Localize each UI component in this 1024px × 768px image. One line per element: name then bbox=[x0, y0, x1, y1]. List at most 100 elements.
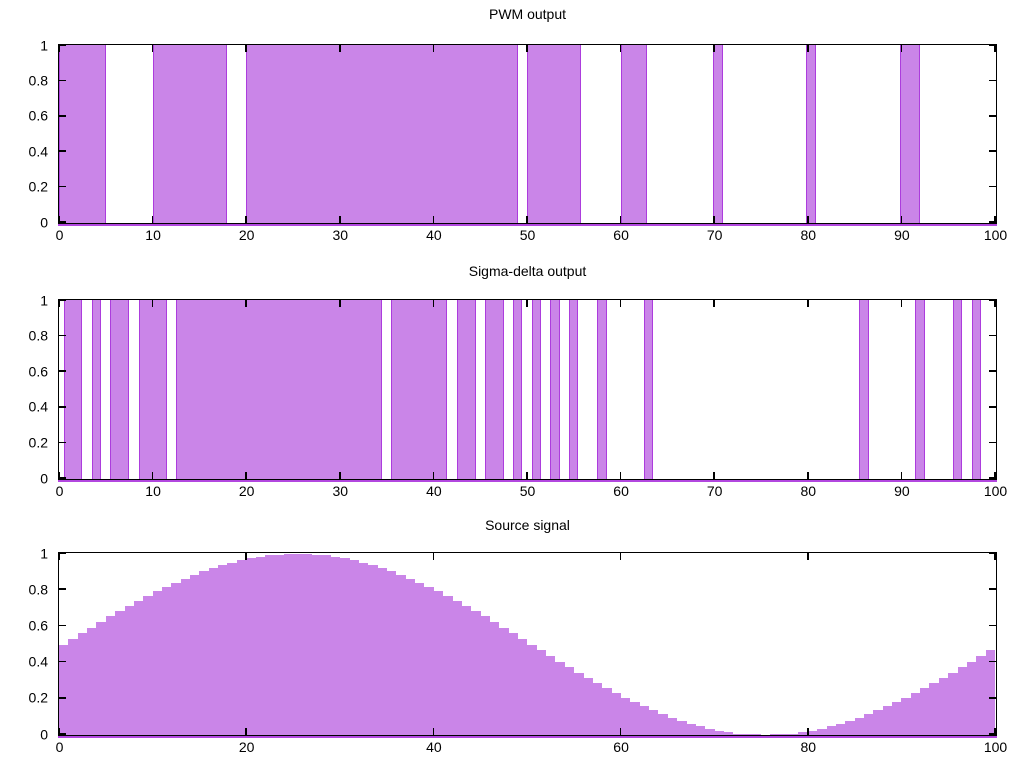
source-signal-step-bar bbox=[386, 571, 397, 735]
x-tick-mark bbox=[619, 472, 622, 479]
source-signal-step-bar bbox=[714, 730, 724, 735]
x-tick-mark bbox=[432, 553, 435, 560]
source-signal-step-bar bbox=[461, 605, 472, 735]
source-signal-step-bar bbox=[77, 633, 88, 735]
source-signal-step-bar bbox=[87, 627, 97, 735]
sigma-delta-pulse-bar bbox=[597, 300, 607, 479]
source-signal-step-bar bbox=[676, 720, 687, 735]
source-signal-step-bar bbox=[236, 560, 247, 735]
y-tick-label-pwm-output: 0.4 bbox=[28, 143, 48, 160]
source-signal-step-bar bbox=[68, 638, 79, 735]
x-tick-mark bbox=[713, 45, 715, 52]
y-tick-mark bbox=[989, 441, 996, 444]
y-tick-mark bbox=[59, 406, 66, 408]
y-tick-mark bbox=[989, 115, 996, 117]
x-tick-label-pwm-output: 100 bbox=[983, 227, 1008, 243]
sigma-delta-pulse-bar bbox=[859, 300, 869, 479]
sigma-delta-pulse-bar bbox=[915, 300, 925, 479]
source-signal-step-bar bbox=[742, 734, 753, 735]
x-tick-mark bbox=[58, 728, 60, 735]
x-tick-mark bbox=[807, 216, 809, 223]
plot-area-sigma-delta-output bbox=[58, 299, 997, 480]
source-signal-step-bar bbox=[751, 734, 762, 735]
x-tick-label-sigma-delta-output: 60 bbox=[613, 483, 629, 499]
y-tick-mark bbox=[989, 150, 996, 152]
source-signal-step-bar bbox=[845, 720, 855, 735]
sigma-delta-pulse-bar bbox=[952, 300, 963, 479]
x-tick-mark bbox=[245, 728, 247, 735]
source-signal-step-bar bbox=[985, 650, 995, 735]
y-tick-label-pwm-output: 0.6 bbox=[28, 107, 48, 124]
x-tick-label-source-signal: 40 bbox=[426, 739, 442, 755]
x-tick-label-sigma-delta-output: 40 bbox=[426, 483, 442, 499]
source-signal-step-bar bbox=[601, 687, 612, 735]
sigma-delta-pulse-bar bbox=[550, 300, 560, 479]
y-tick-mark bbox=[989, 733, 996, 735]
source-signal-step-bar bbox=[498, 627, 509, 735]
source-signal-step-bar bbox=[452, 601, 462, 735]
pwm-pulse-bar bbox=[713, 45, 723, 223]
source-signal-step-bar bbox=[199, 571, 210, 735]
x-tick-label-sigma-delta-output: 20 bbox=[238, 483, 255, 499]
y-tick-label-source-signal: 0.8 bbox=[28, 581, 48, 598]
source-signal-step-bar bbox=[395, 574, 406, 735]
source-signal-step-bar bbox=[470, 611, 481, 735]
x-tick-mark bbox=[526, 216, 528, 223]
y-tick-label-source-signal: 1 bbox=[40, 545, 48, 561]
pwm-pulse-bar bbox=[527, 45, 582, 223]
plot-title-sigma-delta-output: Sigma-delta output bbox=[468, 263, 587, 279]
x-tick-mark bbox=[245, 216, 247, 223]
x-tick-label-pwm-output: 90 bbox=[894, 227, 910, 243]
x-tick-mark bbox=[807, 300, 809, 307]
x-tick-mark bbox=[245, 472, 247, 479]
x-tick-label-pwm-output: 40 bbox=[426, 227, 442, 243]
x-tick-label-pwm-output: 80 bbox=[800, 227, 817, 243]
source-signal-step-bar bbox=[143, 596, 153, 735]
y-tick-label-sigma-delta-output: 0 bbox=[40, 470, 48, 486]
y-tick-label-pwm-output: 0.2 bbox=[28, 178, 48, 195]
y-tick-mark bbox=[59, 733, 66, 735]
y-tick-label-sigma-delta-output: 0.2 bbox=[28, 434, 48, 451]
sigma-delta-pulse-bar bbox=[484, 300, 504, 479]
x-tick-mark bbox=[900, 472, 903, 479]
x-tick-mark bbox=[900, 45, 903, 52]
x-tick-mark bbox=[151, 216, 154, 223]
source-signal-step-bar bbox=[321, 555, 331, 735]
source-signal-step-bar bbox=[424, 586, 434, 735]
x-tick-mark bbox=[151, 45, 154, 52]
source-signal-step-bar bbox=[583, 677, 593, 735]
y-tick-mark bbox=[989, 185, 996, 188]
x-tick-mark bbox=[58, 553, 60, 560]
x-tick-mark bbox=[432, 45, 435, 52]
source-signal-step-bar bbox=[367, 565, 378, 735]
y-tick-mark bbox=[989, 334, 996, 337]
y-tick-mark bbox=[59, 660, 66, 663]
source-signal-step-bar bbox=[564, 666, 575, 735]
y-tick-mark bbox=[59, 441, 66, 444]
y-tick-mark bbox=[989, 299, 996, 301]
source-signal-step-bar bbox=[330, 556, 341, 735]
x-tick-mark bbox=[526, 472, 528, 479]
sigma-delta-pulse-bar bbox=[971, 300, 981, 479]
source-signal-step-bar bbox=[190, 574, 200, 735]
sigma-delta-pulse-bar bbox=[63, 300, 83, 479]
y-tick-label-sigma-delta-output: 1 bbox=[40, 292, 48, 308]
x-tick-mark bbox=[339, 472, 341, 479]
x-tick-label-sigma-delta-output: 30 bbox=[332, 483, 349, 499]
x-tick-mark bbox=[339, 45, 341, 52]
x-tick-label-sigma-delta-output: 50 bbox=[519, 483, 536, 499]
y-tick-label-source-signal: 0 bbox=[40, 726, 48, 742]
y-tick-mark bbox=[59, 370, 66, 372]
x-tick-label-pwm-output: 60 bbox=[613, 227, 629, 243]
sigma-delta-pulse-bar bbox=[91, 300, 102, 479]
x-tick-mark bbox=[994, 728, 996, 735]
source-signal-step-bar bbox=[873, 710, 884, 735]
y-tick-mark bbox=[59, 185, 66, 188]
y-tick-mark bbox=[59, 697, 66, 699]
y-tick-label-source-signal: 0.2 bbox=[28, 689, 48, 706]
source-signal-step-bar bbox=[59, 644, 69, 735]
x-tick-mark bbox=[994, 553, 996, 560]
sigma-delta-pulse-bar bbox=[176, 300, 382, 479]
x-tick-mark bbox=[900, 216, 903, 223]
sigma-delta-pulse-bar bbox=[569, 300, 579, 479]
